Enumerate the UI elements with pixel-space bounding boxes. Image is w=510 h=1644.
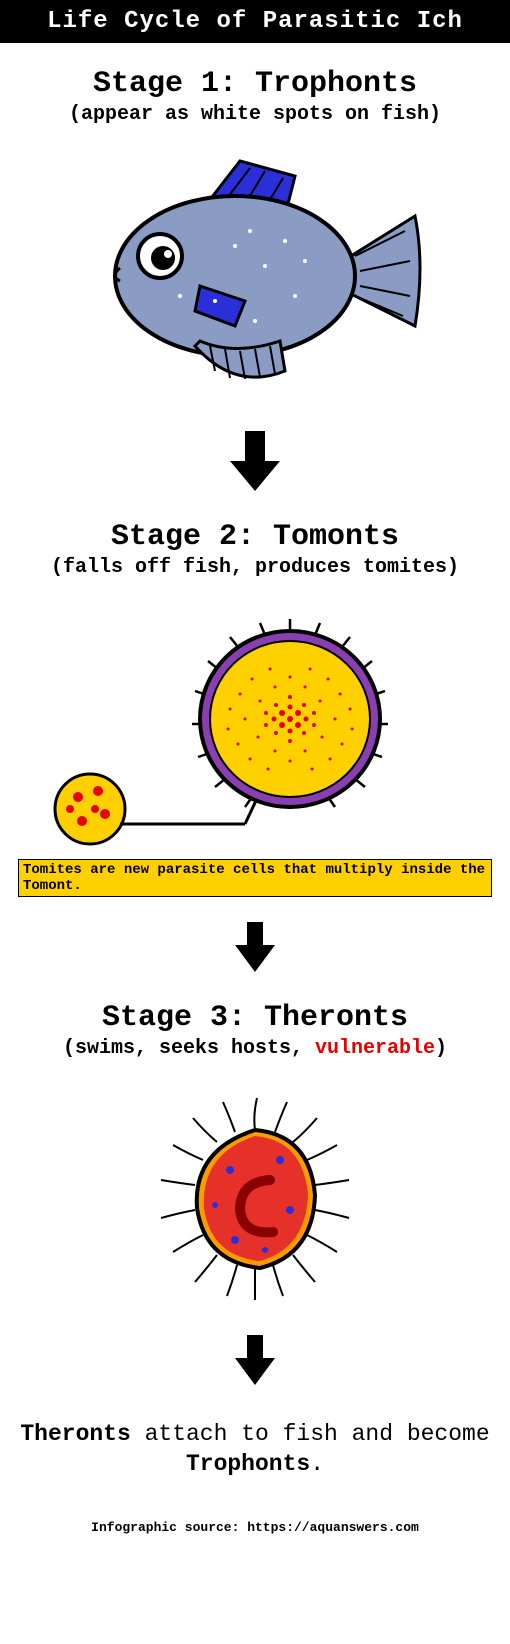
final-bold1: Theronts	[20, 1421, 130, 1447]
callout-bold2: Tomont	[23, 878, 73, 894]
arrow-2	[0, 917, 510, 977]
stage3-subtitle: (swims, seeks hosts, vulnerable)	[0, 1037, 510, 1060]
final-text: Theronts attach to fish and become Troph…	[0, 1420, 510, 1480]
stage3-subtitle-post: )	[435, 1037, 447, 1060]
stage1-illustration	[0, 146, 510, 406]
theront-icon	[135, 1090, 375, 1310]
callout-bold1: Tomites	[23, 862, 82, 878]
tomont-icon	[20, 609, 490, 859]
arrow-3	[0, 1330, 510, 1390]
stage3-subtitle-pre: (swims, seeks hosts,	[63, 1037, 315, 1060]
stage1-title: Stage 1: Trophonts	[0, 67, 510, 101]
stage3-illustration	[0, 1090, 510, 1310]
callout-mid: are new parasite cells that multiply ins…	[82, 862, 485, 878]
fish-icon	[85, 146, 425, 406]
stage2-subtitle: (falls off fish, produces tomites)	[0, 556, 510, 579]
arrow-1	[0, 426, 510, 496]
callout-end: .	[73, 878, 81, 894]
source-label: Infographic source: https://aquanswers.c…	[0, 1520, 510, 1549]
vulnerable-label: vulnerable	[315, 1037, 435, 1060]
final-end: .	[310, 1451, 324, 1477]
stage2-illustration	[0, 609, 510, 859]
stage1-subtitle: (appear as white spots on fish)	[0, 103, 510, 126]
page-title: Life Cycle of Parasitic Ich	[0, 0, 510, 43]
final-bold2: Trophonts	[186, 1451, 310, 1477]
tomites-callout: Tomites are new parasite cells that mult…	[18, 859, 492, 897]
final-mid: attach to fish and become	[131, 1421, 490, 1447]
stage3-title: Stage 3: Theronts	[0, 1001, 510, 1035]
stage2-title: Stage 2: Tomonts	[0, 520, 510, 554]
